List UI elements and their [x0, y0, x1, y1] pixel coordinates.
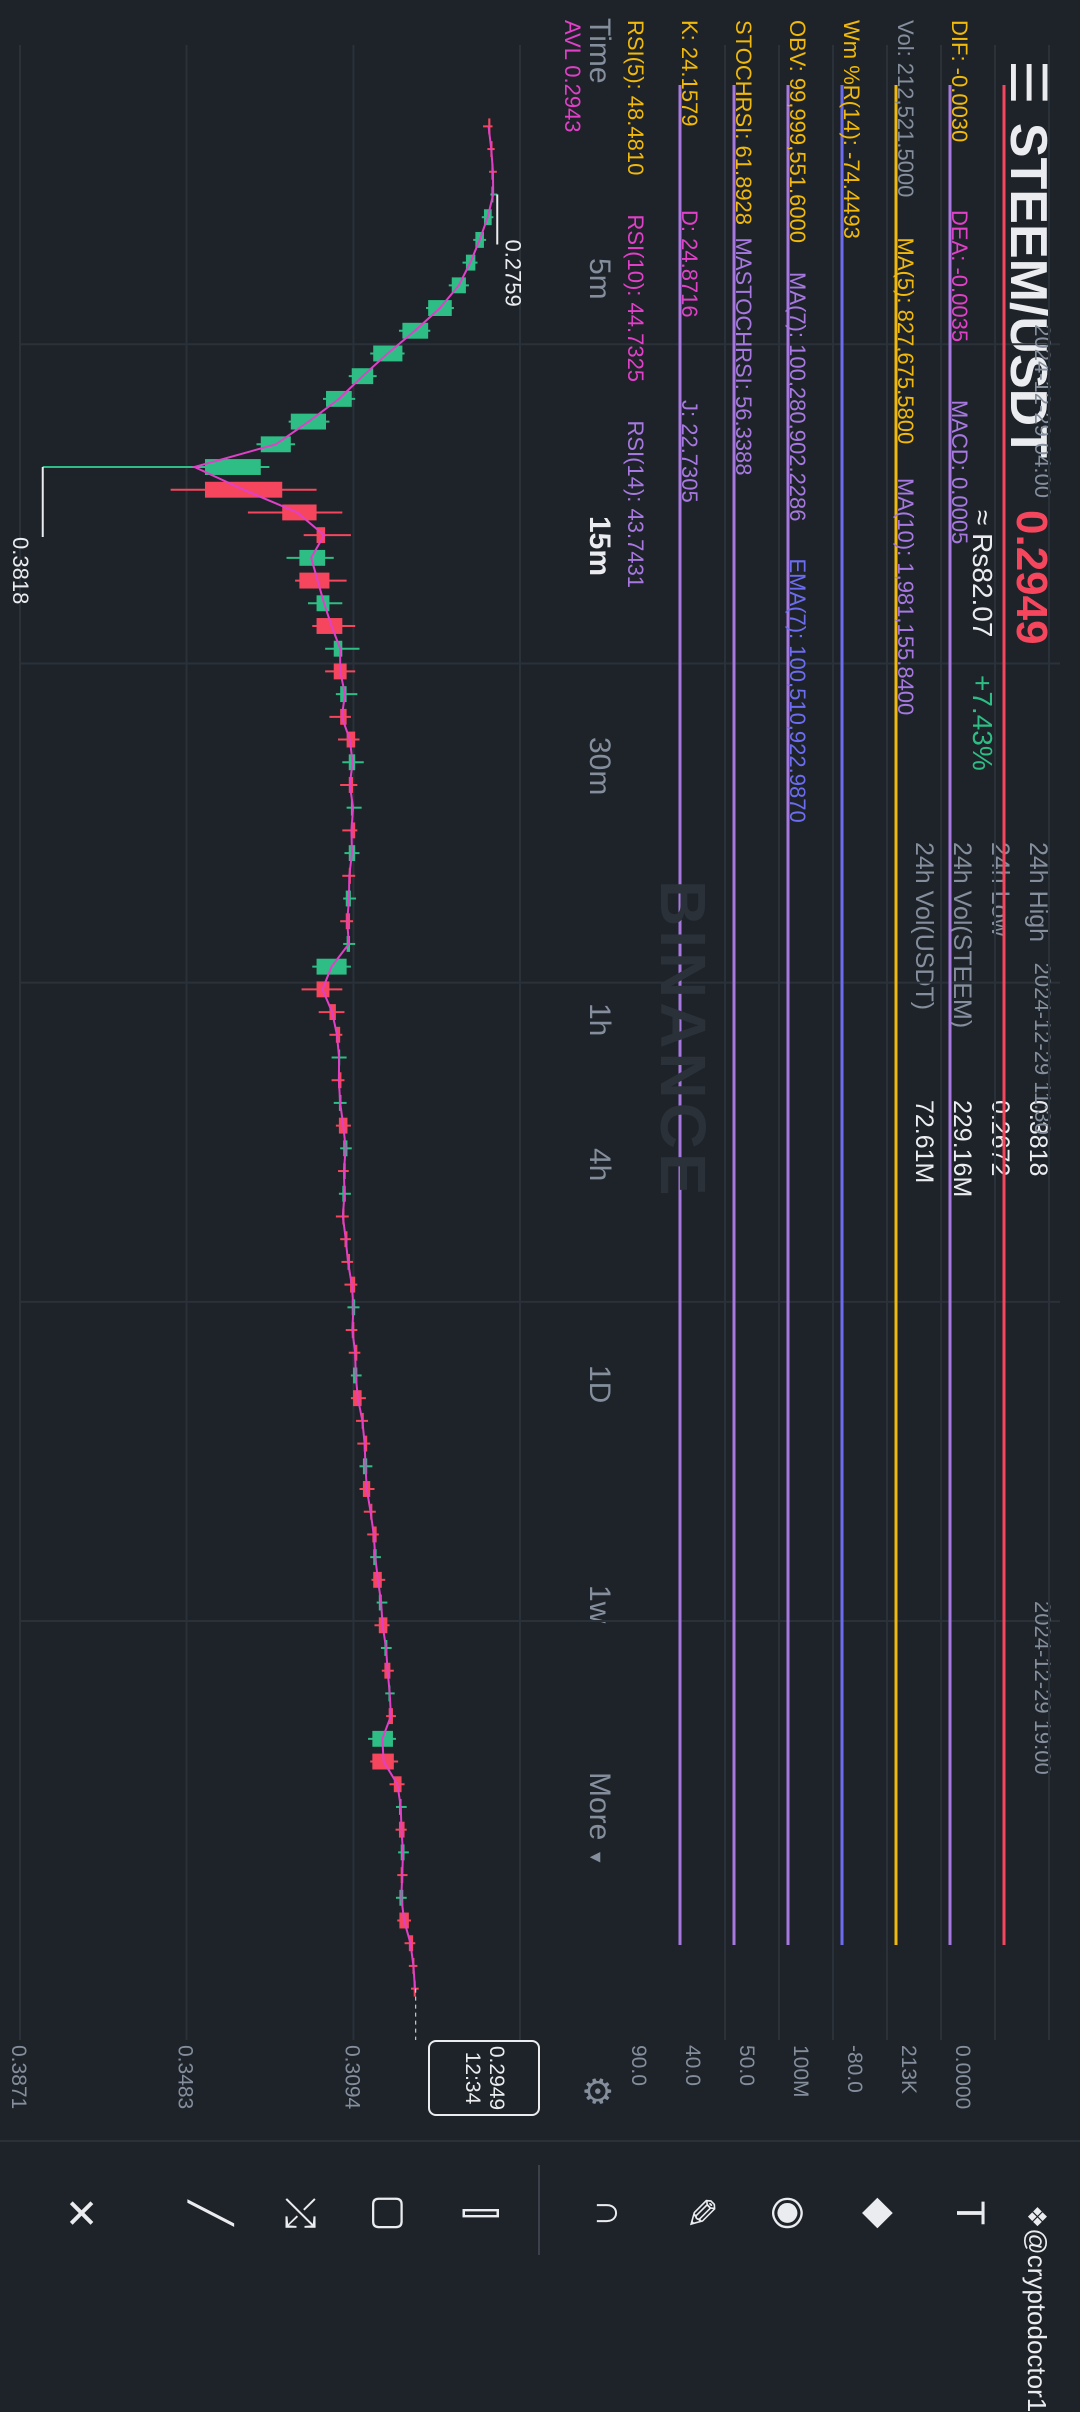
indicator-wr-value: Wm %R(14): -74.4493	[839, 20, 864, 239]
panel-axis-label: 100M	[789, 2045, 812, 2098]
text-tool-icon[interactable]: T	[948, 2200, 993, 2226]
panel-axis-label: 90.0	[627, 2045, 650, 2086]
indicator-kdj-value: K: 24.1579	[677, 20, 702, 127]
indicator-rsi-value: RSI(14): 43.7431	[623, 420, 648, 589]
countdown: 12:34	[461, 2051, 484, 2105]
panel-axis-label: -80.0	[843, 2045, 866, 2093]
binance-logo-icon: ❖	[1022, 2205, 1052, 2229]
y-tick-label: 0.3094	[340, 2045, 363, 2110]
indicator-rsi-value: RSI(10): 44.7325	[623, 214, 648, 383]
toolbar-separator	[538, 2165, 540, 2255]
panel-axis-label: 40.0	[681, 2045, 704, 2086]
panel-axis-label: 50.0	[735, 2045, 758, 2086]
eye-icon[interactable]: ◉	[768, 2195, 812, 2231]
credit-text: @cryptodoctor1	[1022, 2228, 1052, 2412]
watermark: BINANCE	[647, 880, 719, 1200]
indicator-obv-value: MA(7): 100,280,902.2286	[785, 272, 810, 522]
indicator-macd-value: MACD: 0.0005	[947, 400, 972, 545]
x-tick-label: 2024-12-29 04:00	[1030, 324, 1055, 498]
credit: ❖@cryptodoctor1	[1021, 2205, 1052, 2412]
indicator-rsi-value: RSI(5): 48.4810	[623, 20, 648, 176]
panel-axis-label: 213K	[897, 2045, 920, 2095]
avl-line	[191, 126, 495, 1989]
trend-line-icon[interactable]: ╱	[188, 2200, 232, 2226]
indicator-vol-value: Vol: 212,521.5000	[893, 20, 918, 198]
indicator-kdj-value: D: 24.8716	[677, 210, 702, 318]
indicator-avl: AVL 0.2943	[560, 20, 585, 133]
drawing-toolbar	[0, 2140, 1080, 2342]
indicator-macd-value: DEA: -0.0035	[947, 210, 972, 343]
x-tick-label: 2024-12-29 11:30	[1030, 963, 1055, 1135]
brush-icon[interactable]: ✎	[678, 2196, 722, 2230]
indicator-vol-value: MA(10): 1,981,155.8400	[893, 478, 918, 716]
indicator-obv-value: EMA(7): 100,510,922.9870	[785, 558, 810, 823]
close-icon[interactable]: ✕	[58, 2196, 102, 2230]
current-price-tag: 0.2949 12:34	[428, 2040, 540, 2116]
candle-body	[299, 572, 330, 589]
indicator-vol-value: MA(5): 827,675.5800	[893, 237, 918, 445]
indicator-kdj-value: J: 22.7305	[677, 400, 702, 503]
indicator-stochrsi-value: STOCHRSI: 61.8928	[731, 20, 756, 226]
high-marker-label: 0.3818	[8, 537, 33, 604]
parallel-channel-icon[interactable]: ⫿	[458, 2206, 503, 2220]
x-tick-label: 2024-12-29 19:00	[1030, 1601, 1055, 1775]
y-tick-label: 0.3871	[7, 2045, 30, 2109]
fib-tool-icon[interactable]: ⤮	[278, 2197, 323, 2229]
current-price-tag-price: 0.2949	[485, 2045, 508, 2111]
eraser-icon[interactable]: ◆	[858, 2197, 902, 2229]
panel-axis-label: 0.0000	[951, 2045, 974, 2110]
candle-body	[316, 618, 343, 634]
indicator-obv-value: OBV: 99,999,551.6000	[785, 20, 810, 244]
indicator-macd-value: DIF: -0.0030	[947, 20, 972, 143]
y-tick-label: 0.3483	[174, 2045, 197, 2109]
indicator-stochrsi-value: MASTOCHRSI: 56.3388	[731, 237, 756, 476]
candle-body	[204, 459, 261, 475]
magnet-icon[interactable]: ∩	[588, 2198, 633, 2228]
rectangle-tool-icon[interactable]: ▢	[368, 2194, 412, 2232]
candle-body	[282, 504, 317, 521]
low-marker-label: 0.2759	[500, 239, 525, 306]
